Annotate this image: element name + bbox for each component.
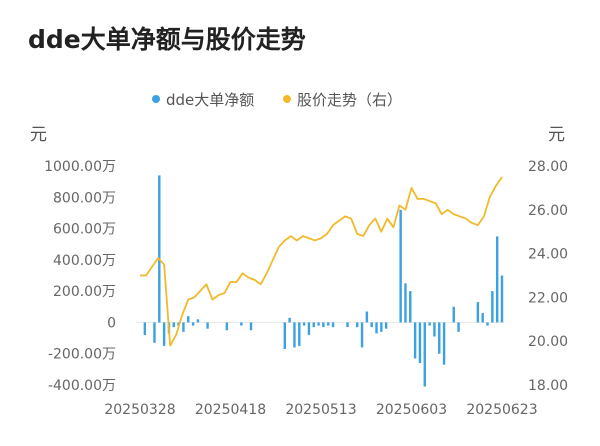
legend-label-price: 股价走势（右） bbox=[297, 91, 402, 109]
x-axis-labels: 20250328 20250418 20250513 20250603 20250623 bbox=[104, 402, 537, 418]
dde-bars bbox=[143, 175, 504, 387]
dde-bar bbox=[317, 322, 320, 326]
right-axis-tick-label: 18.00 bbox=[528, 378, 568, 394]
dde-bar bbox=[404, 283, 407, 323]
dde-bar bbox=[399, 209, 402, 323]
dde-bar bbox=[172, 322, 175, 328]
dde-bar bbox=[360, 322, 364, 348]
legend-marker-dde bbox=[152, 95, 160, 103]
dde-bar bbox=[283, 322, 286, 350]
left-axis-ticks: 1000.00万 800.00万 600.00万 400.00万 200.00万 0 -20… bbox=[44, 159, 116, 394]
left-axis-tick-label: -400.00万 bbox=[48, 378, 116, 394]
right-axis-tick-label: 22.00 bbox=[528, 290, 568, 306]
left-axis-tick-label: 0 bbox=[107, 315, 116, 331]
dde-bar bbox=[302, 322, 306, 326]
dde-bar bbox=[481, 313, 484, 323]
x-axis-tick-label: 20250418 bbox=[195, 402, 266, 418]
dde-bar bbox=[500, 275, 504, 323]
dde-bar bbox=[196, 319, 200, 323]
legend-label-dde: dde大单净额 bbox=[166, 91, 254, 109]
x-axis-tick-label: 20250623 bbox=[466, 402, 537, 418]
dde-bar bbox=[346, 322, 349, 328]
dde-bar bbox=[442, 322, 446, 365]
dde-bar bbox=[365, 311, 369, 323]
dde-bar bbox=[191, 322, 195, 326]
left-axis-tick-label: 400.00万 bbox=[53, 253, 116, 269]
dde-bar bbox=[476, 302, 480, 323]
right-axis-tick-label: 28.00 bbox=[528, 159, 568, 175]
legend: dde大单净额 股价走势（右） bbox=[152, 91, 402, 109]
legend-marker-price bbox=[283, 95, 291, 103]
right-axis-tick-label: 24.00 bbox=[528, 247, 568, 263]
left-axis-tick-label: 1000.00万 bbox=[44, 159, 116, 175]
dde-bar bbox=[206, 322, 209, 329]
dde-bar bbox=[143, 322, 147, 335]
dde-bar bbox=[356, 322, 359, 328]
dde-bar bbox=[187, 316, 190, 323]
dde-bar bbox=[153, 322, 156, 343]
dde-bar bbox=[370, 322, 373, 328]
left-axis-tick-label: 600.00万 bbox=[53, 222, 116, 238]
dde-bar bbox=[307, 322, 311, 335]
right-axis-unit: 元 bbox=[548, 125, 565, 145]
dde-bar bbox=[327, 322, 330, 326]
right-axis-tick-label: 20.00 bbox=[528, 334, 568, 350]
dde-bar bbox=[418, 322, 422, 364]
dde-bar bbox=[491, 291, 494, 323]
price-line bbox=[140, 176, 503, 347]
dde-bar bbox=[438, 322, 441, 354]
dde-bar bbox=[375, 322, 378, 334]
dde-bar bbox=[322, 322, 325, 328]
dde-bar bbox=[240, 322, 243, 326]
left-axis-tick-label: -200.00万 bbox=[48, 347, 116, 363]
dde-bar bbox=[409, 291, 412, 323]
x-axis-tick-label: 20250603 bbox=[376, 402, 447, 418]
dde-bar bbox=[182, 322, 185, 332]
dde-bar bbox=[312, 322, 315, 328]
left-axis-tick-label: 200.00万 bbox=[53, 284, 116, 300]
right-axis-ticks: 28.00 26.00 24.00 22.00 20.00 18.00 bbox=[528, 159, 568, 394]
dde-bar bbox=[384, 322, 388, 329]
dde-bar bbox=[413, 322, 417, 359]
dde-bar bbox=[433, 322, 436, 337]
left-axis-tick-label: 800.00万 bbox=[53, 190, 116, 206]
dde-bar bbox=[486, 322, 489, 326]
dde-bar bbox=[423, 322, 426, 387]
chart-title: dde大单净额与股价走势 bbox=[28, 25, 306, 54]
dde-bar bbox=[288, 317, 291, 323]
dde-bar bbox=[380, 322, 383, 332]
dde-bar bbox=[428, 322, 431, 326]
dde-bar bbox=[495, 236, 499, 323]
dde-bar bbox=[298, 322, 301, 346]
x-axis-tick-label: 20250328 bbox=[104, 402, 175, 418]
right-axis-tick-label: 26.00 bbox=[528, 203, 568, 219]
dde-bar bbox=[293, 322, 296, 348]
dde-bar bbox=[331, 322, 335, 328]
x-axis-tick-label: 20250513 bbox=[285, 402, 356, 418]
dde-bar bbox=[457, 322, 460, 332]
dde-bar bbox=[452, 306, 455, 323]
dde-bar bbox=[225, 322, 229, 331]
left-axis-unit: 元 bbox=[30, 125, 47, 145]
dde-bar bbox=[158, 175, 161, 323]
dde-bar bbox=[162, 322, 166, 346]
dde-bar bbox=[249, 322, 253, 331]
